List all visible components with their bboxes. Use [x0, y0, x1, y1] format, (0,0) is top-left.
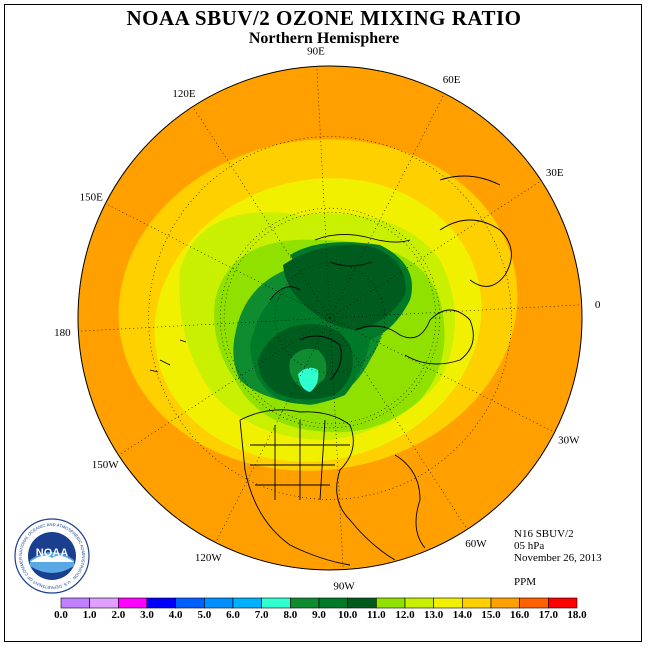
longitude-label: 30W: [558, 435, 580, 447]
graticule: [77, 65, 583, 571]
colorbar-tick-label: 8.0: [283, 609, 298, 621]
figure-frame: [4, 4, 642, 642]
colorbar-swatch: [232, 597, 262, 609]
colorbar-tick-label: 0.0: [54, 609, 68, 621]
colorbar-swatch: [318, 597, 348, 609]
colorbar-tick-label: 12.0: [395, 609, 415, 621]
colorbar-swatch: [376, 597, 406, 609]
colorbar-tick-label: 6.0: [226, 609, 240, 621]
colorbar-tick-label: 3.0: [140, 609, 154, 621]
colorbar-tick-label: 7.0: [254, 609, 269, 621]
ozone-field: [78, 66, 582, 570]
colorbar-tick-label: 13.0: [424, 609, 444, 621]
longitude-label: 30E: [546, 167, 564, 179]
units-label: PPM: [514, 576, 537, 588]
colorbar: [60, 597, 578, 609]
colorbar-swatch: [404, 597, 434, 609]
colorbar-tick-label: 17.0: [538, 609, 558, 621]
colorbar-swatch: [548, 597, 578, 609]
colorbar-tick-label: 2.0: [111, 609, 126, 621]
longitude-label: 180: [54, 327, 71, 339]
longitude-labels: 90E 60E 30E 0 30W 60W 90W 120W 150W 180 150E 120E: [54, 45, 601, 592]
pressure-level-label: 05 hPa: [514, 540, 545, 552]
colorbar-swatch: [290, 597, 320, 609]
longitude-label: 0: [595, 299, 601, 311]
longitude-label: 120W: [195, 552, 223, 564]
map-title: NOAA SBUV/2 OZONE MIXING RATIO: [126, 6, 522, 30]
colorbar-tick-label: 4.0: [168, 609, 183, 621]
colorbar-tick-label: 14.0: [452, 609, 472, 621]
colorbar-swatch: [118, 597, 148, 609]
instrument-label: N16 SBUV/2: [514, 528, 574, 540]
noaa-logo: NOAA NATIONAL OCEANIC AND ATMOSPHERIC AD…: [14, 518, 90, 594]
colorbar-swatch: [519, 597, 549, 609]
longitude-label: 60W: [465, 538, 487, 550]
date-label: November 26, 2013: [514, 552, 602, 564]
colorbar-swatch: [89, 597, 119, 609]
colorbar-tick-label: 15.0: [481, 609, 501, 621]
colorbar-tick-label: 18.0: [567, 609, 587, 621]
colorbar-swatch: [490, 597, 520, 609]
colorbar-swatch: [462, 597, 492, 609]
colorbar-tick-label: 1.0: [82, 609, 97, 621]
colorbar-tick-label: 9.0: [312, 609, 326, 621]
longitude-label: 150E: [80, 191, 104, 203]
longitude-label: 150W: [92, 459, 120, 471]
coastlines: [149, 175, 512, 566]
colorbar-swatch: [146, 597, 176, 609]
colorbar-swatch: [60, 597, 90, 609]
colorbar-tick-label: 16.0: [510, 609, 530, 621]
longitude-label: 60E: [443, 74, 461, 86]
longitude-label: 120E: [172, 88, 196, 100]
colorbar-swatch: [433, 597, 463, 609]
colorbar-tick-label: 5.0: [197, 609, 212, 621]
colorbar-swatch: [175, 597, 205, 609]
colorbar-tick-label: 11.0: [367, 609, 386, 621]
map-subtitle: Northern Hemisphere: [248, 30, 400, 47]
colorbar-swatch: [261, 597, 291, 609]
colorbar-swatch: [347, 597, 377, 609]
longitude-label: 90W: [333, 581, 355, 593]
colorbar-swatch: [204, 597, 234, 609]
logo-wordmark: NOAA: [36, 547, 68, 559]
colorbar-tick-label: 10.0: [338, 609, 358, 621]
longitude-label: 90E: [307, 45, 325, 57]
